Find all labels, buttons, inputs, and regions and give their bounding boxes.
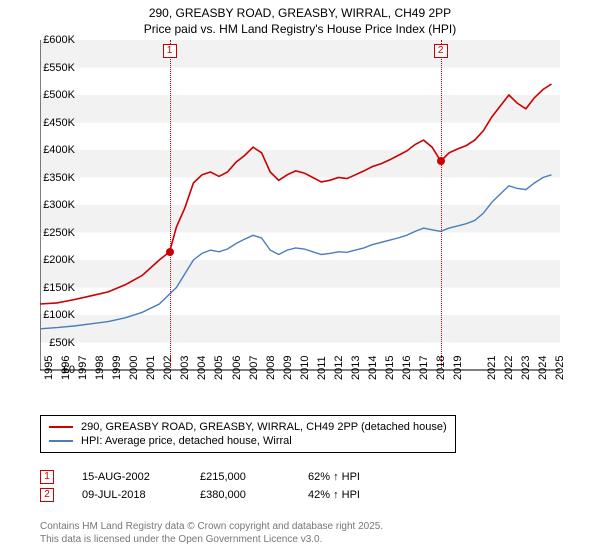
x-axis-label: 2003 <box>179 356 191 380</box>
x-axis-label: 2012 <box>333 356 345 380</box>
y-axis-label: £550K <box>25 62 75 74</box>
sale-date: 15-AUG-2002 <box>82 471 172 483</box>
y-axis-label: £100K <box>25 309 75 321</box>
legend-label: HPI: Average price, detached house, Wirr… <box>81 435 292 447</box>
x-axis-label: 1997 <box>77 356 89 380</box>
y-axis-label: £200K <box>25 254 75 266</box>
sale-row: 2 09-JUL-2018 £380,000 42% ↑ HPI <box>40 486 360 504</box>
y-axis-label: £150K <box>25 282 75 294</box>
x-axis-label: 2011 <box>316 356 328 380</box>
y-axis-label: £250K <box>25 227 75 239</box>
x-axis-label: 2004 <box>196 356 208 380</box>
chart-subtitle: Price paid vs. HM Land Registry's House … <box>0 20 600 40</box>
x-axis-label: 2006 <box>231 356 243 380</box>
x-axis-label: 1996 <box>60 356 72 380</box>
legend-item: HPI: Average price, detached house, Wirr… <box>49 434 447 448</box>
attribution-line: Contains HM Land Registry data © Crown c… <box>40 520 383 533</box>
y-axis-label: £600K <box>25 34 75 46</box>
legend: 290, GREASBY ROAD, GREASBY, WIRRAL, CH49… <box>40 415 456 453</box>
x-axis-label: 2005 <box>213 356 225 380</box>
x-axis-label: 1999 <box>111 356 123 380</box>
x-axis-label: 2000 <box>128 356 140 380</box>
y-axis-label: £300K <box>25 199 75 211</box>
attribution: Contains HM Land Registry data © Crown c… <box>40 520 383 546</box>
x-axis-label: 2025 <box>554 356 566 380</box>
x-axis-label: 2008 <box>265 356 277 380</box>
x-axis-label: 2017 <box>418 356 430 380</box>
sale-marker-box: 2 <box>434 44 448 58</box>
x-axis-label: 2022 <box>503 356 515 380</box>
sale-vline <box>441 40 442 370</box>
y-axis-label: £450K <box>25 117 75 129</box>
x-axis-label: 1995 <box>43 356 55 380</box>
sale-delta: 42% ↑ HPI <box>308 489 360 501</box>
x-axis-label: 2021 <box>486 356 498 380</box>
sale-marker-box: 1 <box>40 470 54 484</box>
x-axis-label: 2007 <box>248 356 260 380</box>
y-axis-label: £50K <box>25 337 75 349</box>
legend-item: 290, GREASBY ROAD, GREASBY, WIRRAL, CH49… <box>49 420 447 434</box>
root: 290, GREASBY ROAD, GREASBY, WIRRAL, CH49… <box>0 0 600 560</box>
y-axis-label: £400K <box>25 144 75 156</box>
sales-table: 1 15-AUG-2002 £215,000 62% ↑ HPI 2 09-JU… <box>40 468 360 504</box>
chart-title: 290, GREASBY ROAD, GREASBY, WIRRAL, CH49… <box>0 0 600 20</box>
sale-date: 09-JUL-2018 <box>82 489 172 501</box>
y-axis-label: £500K <box>25 89 75 101</box>
x-axis-label: 2010 <box>299 356 311 380</box>
sale-vline <box>170 40 171 370</box>
sale-marker-box: 2 <box>40 488 54 502</box>
legend-swatch <box>49 426 73 428</box>
sale-price: £380,000 <box>200 489 280 501</box>
x-axis-label: 2013 <box>350 356 362 380</box>
x-axis-label: 2001 <box>145 356 157 380</box>
sale-delta: 62% ↑ HPI <box>308 471 360 483</box>
x-axis-label: 1998 <box>94 356 106 380</box>
sale-marker-dot <box>166 248 174 256</box>
chart-area: £0£50K£100K£150K£200K£250K£300K£350K£400… <box>40 40 600 400</box>
x-axis-label: 2009 <box>282 356 294 380</box>
x-axis-label: 2019 <box>452 356 464 380</box>
sale-row: 1 15-AUG-2002 £215,000 62% ↑ HPI <box>40 468 360 486</box>
x-axis-label: 2015 <box>384 356 396 380</box>
attribution-line: This data is licensed under the Open Gov… <box>40 533 383 546</box>
y-axis-label: £350K <box>25 172 75 184</box>
x-axis-label: 2014 <box>367 356 379 380</box>
x-axis-label: 2016 <box>401 356 413 380</box>
legend-swatch <box>49 440 73 442</box>
chart-svg <box>40 40 600 400</box>
x-axis-label: 2002 <box>162 356 174 380</box>
legend-label: 290, GREASBY ROAD, GREASBY, WIRRAL, CH49… <box>81 421 447 433</box>
sale-marker-box: 1 <box>163 44 177 58</box>
x-axis-label: 2023 <box>520 356 532 380</box>
x-axis-label: 2024 <box>537 356 549 380</box>
sale-marker-dot <box>437 157 445 165</box>
series-line <box>40 175 552 329</box>
sale-price: £215,000 <box>200 471 280 483</box>
